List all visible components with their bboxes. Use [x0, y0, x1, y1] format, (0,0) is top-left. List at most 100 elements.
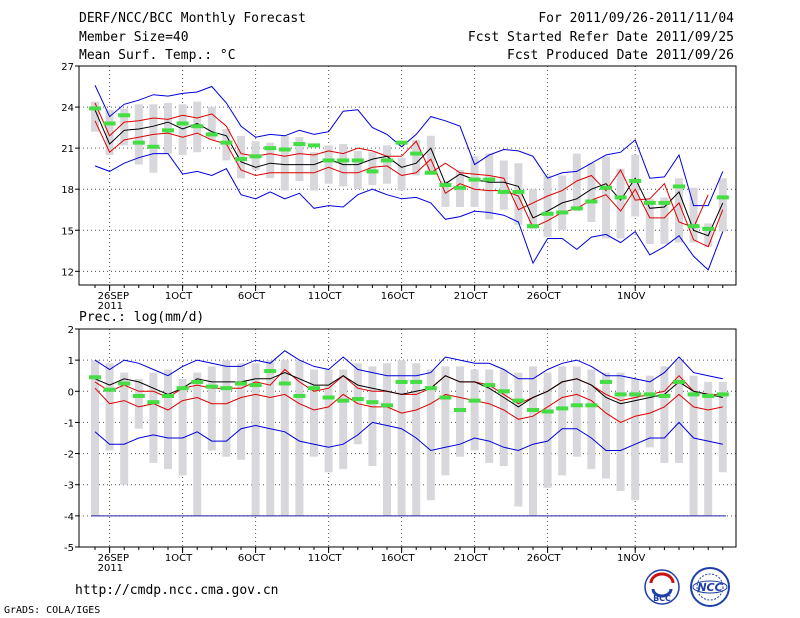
obs-marker — [322, 395, 335, 400]
member-range-box — [412, 363, 421, 516]
plot-frame — [78, 65, 737, 286]
obs-marker — [643, 200, 656, 205]
member-range-box — [616, 372, 625, 491]
member-range-box — [164, 369, 172, 470]
obs-marker — [512, 398, 525, 403]
obs-marker — [395, 379, 408, 384]
x-tick-label: 26OCT — [527, 553, 562, 564]
obs-marker — [351, 397, 364, 402]
obs-marker — [235, 157, 247, 162]
obs-marker — [687, 224, 700, 229]
obs-marker — [220, 140, 233, 145]
obs-marker — [249, 154, 262, 159]
member-range-box — [485, 153, 494, 220]
member-range-box — [368, 152, 377, 186]
member-range-box — [134, 378, 143, 429]
obs-marker — [162, 128, 174, 133]
obs-marker — [191, 124, 204, 129]
obs-marker — [497, 389, 510, 394]
member-range-box — [149, 372, 158, 463]
obs-marker — [527, 224, 539, 229]
y-tick-label: -4 — [64, 512, 74, 523]
obs-marker — [337, 158, 350, 163]
member-range-box — [193, 372, 202, 516]
member-range-box — [572, 366, 581, 457]
member-range-box — [602, 372, 610, 479]
obs-marker — [220, 386, 233, 391]
member-range-box — [120, 372, 129, 485]
series-max-line — [94, 350, 723, 383]
member-range-box — [543, 175, 552, 238]
member-range-box — [543, 372, 552, 488]
obs-marker — [541, 409, 554, 414]
member-range-box — [310, 152, 318, 191]
obs-marker — [541, 211, 554, 216]
member-range-box — [383, 145, 391, 184]
obs-marker — [614, 392, 627, 397]
member-range-box — [718, 178, 727, 232]
y-tick-label: 12 — [61, 267, 74, 278]
obs-marker — [147, 144, 160, 149]
obs-marker — [614, 195, 627, 200]
series-p-hi-line — [94, 102, 709, 229]
x-tick-label: 21OCT — [454, 291, 489, 302]
series-min-line — [94, 421, 723, 452]
obs-marker — [629, 178, 642, 183]
member-range-box — [149, 104, 158, 173]
obs-marker — [673, 379, 685, 384]
obs-marker — [658, 393, 671, 398]
obs-marker — [716, 195, 729, 200]
member-range-box — [178, 378, 187, 476]
series-max-line — [94, 84, 724, 207]
member-range-box — [558, 366, 567, 476]
obs-marker — [483, 383, 496, 388]
obs-marker — [556, 406, 569, 411]
obs-marker — [673, 184, 685, 189]
obs-marker — [118, 113, 131, 118]
x-tick-label: 26SEP — [98, 291, 129, 302]
forecast-produced-date: Fcst Produced Date 2011/09/26 — [507, 48, 734, 63]
x-tick-label: 11OCT — [308, 553, 343, 564]
y-tick-label: 24 — [61, 103, 74, 114]
member-range-box — [339, 144, 348, 187]
member-range-box — [207, 107, 216, 140]
member-range-box — [470, 369, 479, 451]
obs-marker — [322, 158, 335, 163]
member-range-box — [645, 198, 654, 244]
obs-marker — [424, 170, 437, 175]
series-p-lo-line — [94, 120, 724, 248]
member-range-box — [295, 137, 304, 181]
obs-marker — [570, 206, 583, 211]
x-tick-label: 1NOV — [617, 553, 646, 564]
series-min-line — [94, 153, 724, 271]
x-tick-label: 11OCT — [308, 291, 343, 302]
member-range-box — [689, 375, 698, 516]
y-tick-label: -1 — [64, 418, 74, 429]
series-p-hi-line — [94, 368, 723, 405]
obs-marker — [687, 392, 700, 397]
bcc-logo: BCC — [644, 569, 680, 605]
obs-marker — [89, 106, 101, 111]
obs-marker — [366, 400, 379, 405]
member-range-box — [529, 189, 537, 229]
member-range-box — [602, 156, 610, 239]
series-mean-line — [94, 372, 723, 408]
y-tick-label: -2 — [64, 450, 74, 461]
obs-marker — [278, 381, 291, 386]
x-tick-label: 16OCT — [381, 291, 416, 302]
footer-url[interactable]: http://cmdp.ncc.cma.gov.cn — [75, 583, 279, 598]
y-tick-label: -5 — [64, 543, 74, 554]
obs-marker — [424, 386, 437, 391]
member-range-box — [631, 378, 640, 501]
precipitation-panel: -5 -4 -3 -2 -1 0 1 2 26SEP 1OCT 6OCT 11OCT 16OCT 21OC… — [64, 325, 737, 574]
member-range-box — [631, 154, 640, 217]
x-year-label: 2011 — [98, 563, 123, 574]
member-range-box — [426, 369, 435, 501]
ncc-logo-text: NCC — [697, 581, 722, 594]
obs-marker — [702, 393, 715, 398]
member-range-box — [324, 145, 333, 184]
y-tick-label: 1 — [68, 356, 74, 367]
obs-marker — [468, 177, 481, 182]
member-range-box — [339, 369, 348, 470]
